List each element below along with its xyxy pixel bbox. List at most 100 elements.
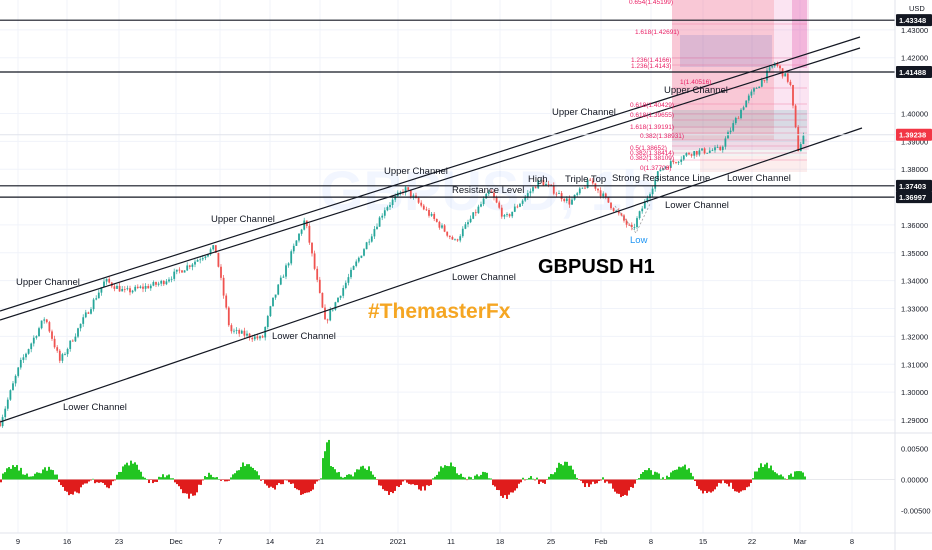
osc-bar-positive xyxy=(676,469,678,480)
candle-up xyxy=(711,150,714,152)
zone-grey xyxy=(672,142,807,156)
candle-up xyxy=(19,359,22,368)
osc-bar-negative xyxy=(264,479,266,484)
price-tick-label: 1.42000 xyxy=(901,54,928,63)
time-tick-label: 11 xyxy=(447,537,455,546)
osc-bar-positive xyxy=(784,478,786,480)
osc-bar-positive xyxy=(214,477,216,480)
price-tag-label: 1.36997 xyxy=(899,193,926,202)
osc-bar-negative xyxy=(304,479,306,494)
candle-up xyxy=(799,144,802,152)
osc-bar-negative xyxy=(260,479,262,481)
osc-bar-negative xyxy=(542,479,544,483)
osc-bar-negative xyxy=(196,479,198,493)
candle-down xyxy=(560,193,563,199)
candle-up xyxy=(641,208,644,212)
osc-bar-positive xyxy=(360,466,362,480)
candle-up xyxy=(732,123,735,131)
osc-bar-negative xyxy=(90,479,92,481)
osc-bar-negative xyxy=(190,479,192,494)
candle-up xyxy=(175,269,178,272)
osc-bar-negative xyxy=(696,479,698,487)
price-tick-label: 1.39000 xyxy=(901,137,928,146)
osc-bar-positive xyxy=(448,466,450,480)
candle-down xyxy=(261,336,264,338)
osc-bar-negative xyxy=(700,479,702,491)
candle-up xyxy=(404,187,407,193)
candle-up xyxy=(487,191,490,194)
osc-bar-positive xyxy=(210,474,212,480)
candle-down xyxy=(516,206,519,208)
candle-up xyxy=(170,278,173,280)
osc-bar-negative xyxy=(494,479,496,487)
price-tick-label: 1.38000 xyxy=(901,165,928,174)
candle-up xyxy=(259,336,261,339)
candle-up xyxy=(363,249,365,256)
osc-bar-positive xyxy=(566,461,568,480)
price-tags: 1.43348 1.41488 1.39238 1.37403 1.36997 xyxy=(896,14,932,204)
candle-down xyxy=(313,253,316,269)
osc-bar-negative xyxy=(730,479,732,483)
osc-bar-positive xyxy=(484,472,486,480)
osc-bar-positive xyxy=(24,474,26,480)
osc-bar-positive xyxy=(638,478,640,480)
label-strong-resistance-line: Strong Resistance Line xyxy=(612,173,710,184)
time-axis: 9 16 23 Dec 7 14 21 2021 11 18 25 Feb 8 15 22 Mar 8 xyxy=(16,537,854,546)
osc-bar-positive xyxy=(574,474,576,480)
price-tick-label: 1.30000 xyxy=(901,388,928,397)
candle-up xyxy=(292,245,295,252)
osc-bar-negative xyxy=(622,479,624,496)
osc-bar-negative xyxy=(492,479,494,486)
osc-bar-negative xyxy=(664,479,666,480)
candle-up xyxy=(677,161,680,163)
osc-bar-negative xyxy=(738,479,740,493)
osc-bar-positive xyxy=(124,464,126,480)
candle-down xyxy=(409,189,412,197)
osc-bar-positive xyxy=(690,472,692,480)
label-triple-top: Triple Top xyxy=(565,174,606,185)
osc-bar-negative xyxy=(80,479,82,488)
candle-up xyxy=(66,348,69,355)
osc-bar-positive xyxy=(762,466,764,480)
osc-bar-negative xyxy=(392,479,394,494)
osc-bar-negative xyxy=(298,479,300,491)
candle-up xyxy=(331,309,334,311)
osc-bar-positive xyxy=(760,463,762,480)
candle-up xyxy=(14,375,17,384)
osc-bar-negative xyxy=(268,479,270,488)
osc-bar-positive xyxy=(134,462,136,480)
candle-up xyxy=(347,277,350,283)
candle-up xyxy=(95,298,98,300)
candle-down xyxy=(407,187,410,190)
candle-up xyxy=(602,193,605,197)
osc-bar-positive xyxy=(240,466,242,480)
candle-up xyxy=(802,135,805,145)
osc-bar-negative xyxy=(624,479,626,495)
osc-bar-positive xyxy=(570,465,572,480)
osc-bar-negative xyxy=(632,479,634,488)
osc-bar-positive xyxy=(14,466,16,480)
osc-bar-negative xyxy=(156,479,158,482)
osc-bar-negative xyxy=(504,479,506,496)
osc-bar-positive xyxy=(26,473,28,480)
candle-down xyxy=(589,179,592,181)
osc-bar-negative xyxy=(148,479,150,484)
candle-down xyxy=(225,295,228,308)
osc-bar-negative xyxy=(614,479,616,492)
osc-bar-positive xyxy=(790,473,792,480)
osc-bar-positive xyxy=(258,475,260,480)
osc-bar-positive xyxy=(368,466,370,480)
watermark-hashtag: #ThemasterFx xyxy=(368,300,511,323)
osc-bar-positive xyxy=(756,471,758,480)
time-tick-label: 9 xyxy=(16,537,20,546)
osc-bar-negative xyxy=(376,479,378,480)
osc-bar-negative xyxy=(100,479,102,483)
candle-up xyxy=(378,217,381,227)
osc-bar-positive xyxy=(460,473,462,480)
candle-down xyxy=(607,196,610,203)
osc-bar-positive xyxy=(440,466,442,480)
candle-up xyxy=(149,285,152,289)
osc-tick-label: -0.00500 xyxy=(901,507,931,516)
candle-up xyxy=(4,408,7,418)
candle-down xyxy=(321,292,324,308)
